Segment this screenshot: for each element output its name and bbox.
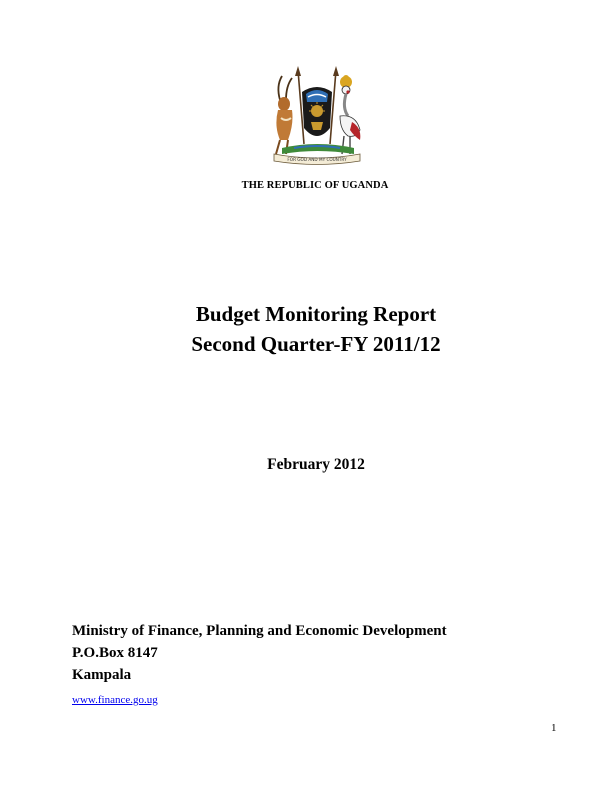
ministry-name: Ministry of Finance, Planning and Econom… <box>72 623 447 639</box>
report-title: Budget Monitoring Report Second Quarter-… <box>0 299 612 359</box>
report-date: February 2012 <box>267 456 365 473</box>
report-title-line-1: Budget Monitoring Report <box>195 302 437 326</box>
page-number: 1 <box>551 722 557 734</box>
country-name: THE REPUBLIC OF UGANDA <box>241 180 389 191</box>
po-box: P.O.Box 8147 <box>72 645 158 661</box>
website-link[interactable]: www.finance.go.ug <box>72 694 158 706</box>
city: Kampala <box>72 667 132 683</box>
svg-text:FOR GOD AND MY COUNTRY: FOR GOD AND MY COUNTRY <box>287 157 347 162</box>
publisher-address: Ministry of Finance, Planning and Econom… <box>72 620 447 686</box>
report-title-line-2: Second Quarter-FY 2011/12 <box>191 332 441 356</box>
uganda-coat-of-arms-icon: FOR GOD AND MY COUNTRY <box>264 64 370 168</box>
